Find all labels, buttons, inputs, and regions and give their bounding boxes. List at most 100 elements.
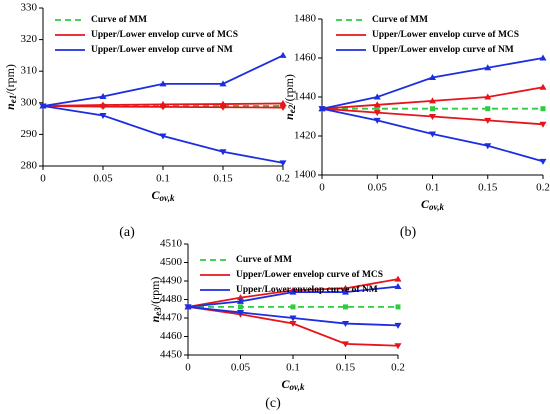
point bbox=[539, 158, 547, 165]
point bbox=[484, 117, 492, 124]
point bbox=[39, 103, 47, 110]
y-tick-label: 4510 bbox=[160, 238, 183, 250]
y-tick-label: 1400 bbox=[294, 169, 317, 181]
legend-label: Upper/Lower envelop curve of MCS bbox=[91, 30, 238, 40]
point bbox=[539, 83, 547, 90]
y-tick-label: 4500 bbox=[160, 256, 183, 268]
point bbox=[373, 101, 381, 108]
y-label-unit: /(rpm) bbox=[148, 277, 162, 308]
y-label-unit: /(rpm) bbox=[3, 64, 17, 95]
point bbox=[484, 93, 492, 100]
caption: (c) bbox=[265, 396, 281, 411]
legend-label: Upper/Lower envelop curve of NM bbox=[91, 45, 233, 55]
point bbox=[237, 309, 244, 316]
caption: (b) bbox=[400, 225, 417, 240]
y-tick-label: 310 bbox=[21, 65, 38, 77]
x-tick-label: 0.2 bbox=[391, 362, 405, 374]
x-tick-label: 0.2 bbox=[276, 173, 290, 185]
y-tick-label: 4490 bbox=[160, 275, 183, 287]
caption: (a) bbox=[119, 225, 135, 240]
point bbox=[540, 106, 546, 112]
y-tick-label: 280 bbox=[21, 160, 38, 172]
x-tick-label: 0.15 bbox=[213, 173, 233, 185]
point bbox=[290, 304, 296, 310]
point bbox=[539, 54, 547, 61]
y-label-symbol: n bbox=[148, 315, 162, 322]
y-tick-label: 4450 bbox=[160, 349, 183, 361]
x-axis-label: Cov,k bbox=[152, 188, 175, 203]
x-tick-label: 0.1 bbox=[426, 182, 440, 194]
point bbox=[484, 143, 492, 150]
x-tick-label: 0.05 bbox=[93, 173, 113, 185]
point bbox=[342, 284, 349, 291]
point bbox=[237, 294, 244, 301]
x-label-symbol: C bbox=[152, 188, 161, 202]
point bbox=[342, 288, 349, 295]
point bbox=[159, 133, 167, 140]
point bbox=[394, 322, 402, 329]
point bbox=[429, 74, 436, 80]
point bbox=[342, 321, 349, 328]
point bbox=[374, 106, 380, 112]
x-tick-label: 0.05 bbox=[368, 182, 388, 194]
y-tick-label: 290 bbox=[21, 128, 38, 140]
y-tick-label: 4480 bbox=[160, 293, 183, 305]
x-tick-label: 0.2 bbox=[536, 182, 550, 194]
x-label-symbol: C bbox=[421, 197, 430, 211]
point bbox=[394, 343, 402, 350]
point bbox=[539, 121, 547, 128]
legend-label: Upper/Lower envelop curve of MCS bbox=[372, 30, 519, 40]
point bbox=[394, 275, 402, 282]
x-tick-label: 0.05 bbox=[231, 362, 251, 374]
legend-label: Curve of MM bbox=[91, 15, 147, 25]
y-tick-label: 330 bbox=[21, 2, 38, 14]
point bbox=[373, 110, 381, 117]
y-tick-label: 1460 bbox=[294, 52, 317, 64]
legend-label: Curve of MM bbox=[236, 255, 292, 265]
point bbox=[279, 105, 287, 112]
y-tick-label: 1480 bbox=[294, 13, 317, 25]
x-label-symbol: C bbox=[282, 377, 291, 391]
x-tick-label: 0.15 bbox=[478, 182, 498, 194]
point bbox=[237, 297, 244, 304]
point bbox=[279, 51, 287, 58]
x-tick-label: 0 bbox=[319, 182, 325, 194]
legend-label: Upper/Lower envelop curve of NM bbox=[236, 285, 378, 295]
point bbox=[289, 321, 297, 328]
point bbox=[219, 104, 227, 111]
point bbox=[184, 304, 192, 311]
x-tick-label: 0.1 bbox=[286, 362, 300, 374]
legend-label: Curve of MM bbox=[372, 15, 428, 25]
y-tick-label: 4470 bbox=[160, 312, 183, 324]
y-axis-label: ne3/(rpm) bbox=[148, 277, 163, 323]
point bbox=[343, 304, 348, 310]
point bbox=[159, 104, 167, 111]
x-tick-label: 0.1 bbox=[156, 173, 170, 185]
x-tick-label: 0 bbox=[185, 362, 191, 374]
point bbox=[430, 106, 435, 112]
point bbox=[159, 80, 167, 87]
point bbox=[279, 160, 287, 167]
point bbox=[395, 304, 401, 310]
x-label-sub: ov,k bbox=[290, 382, 305, 392]
point bbox=[394, 283, 402, 290]
y-label-symbol: n bbox=[3, 103, 17, 110]
point bbox=[373, 117, 381, 124]
point bbox=[99, 112, 107, 119]
point bbox=[342, 341, 349, 348]
point bbox=[318, 106, 326, 113]
legend-label: Upper/Lower envelop curve of MCS bbox=[236, 270, 383, 280]
y-label-sub: e3 bbox=[153, 307, 163, 316]
y-axis-label: ne1/(rpm) bbox=[3, 64, 18, 110]
x-axis-label: Cov,k bbox=[421, 197, 444, 212]
y-axis-label: ne2/(rpm) bbox=[282, 74, 297, 120]
y-label-unit: /(rpm) bbox=[282, 74, 296, 105]
x-label-sub: ov,k bbox=[160, 193, 175, 203]
point bbox=[99, 92, 107, 99]
x-tick-label: 0.15 bbox=[336, 362, 356, 374]
y-tick-label: 300 bbox=[21, 96, 38, 108]
y-tick-label: 320 bbox=[21, 33, 38, 45]
y-tick-label: 1440 bbox=[294, 91, 317, 103]
point bbox=[429, 131, 436, 138]
